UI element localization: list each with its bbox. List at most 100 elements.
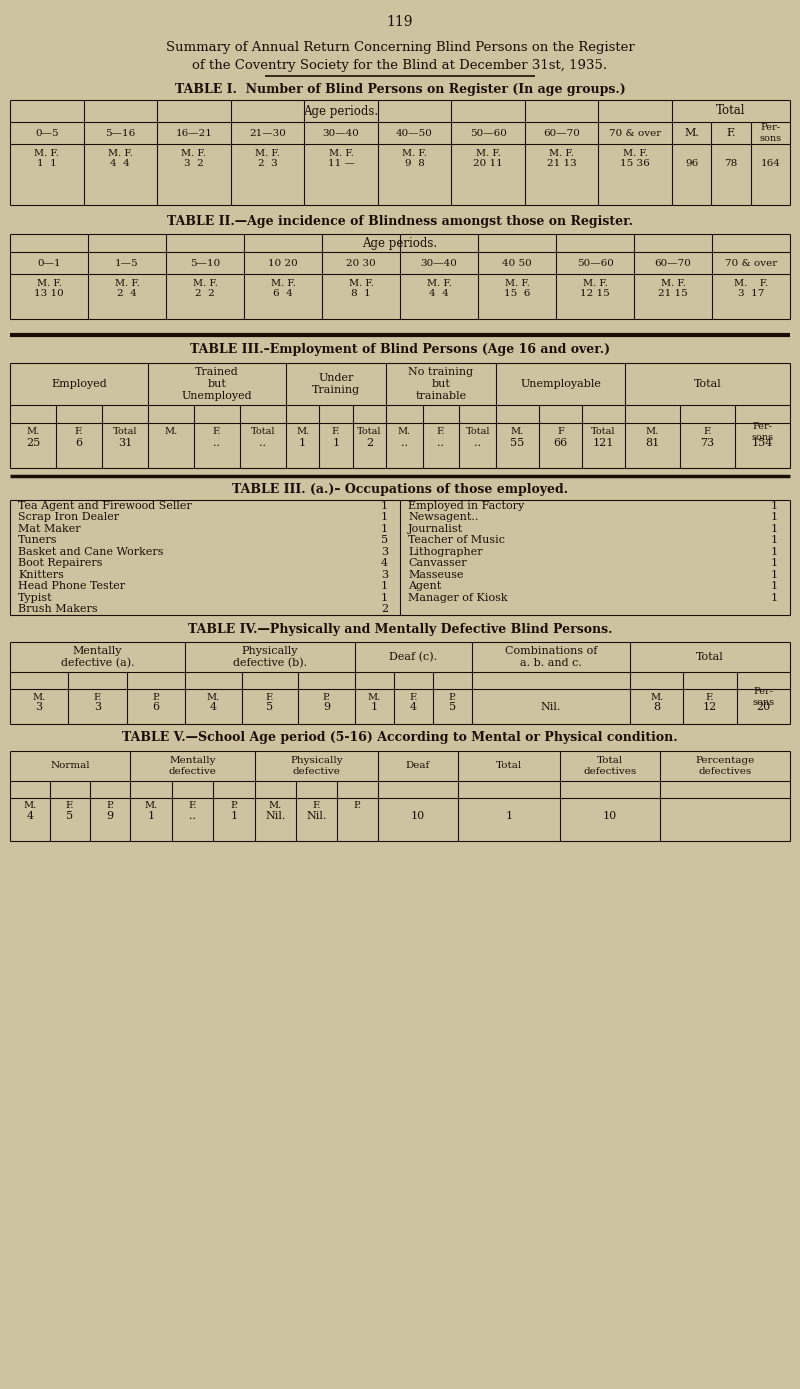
Text: 9  8: 9 8 bbox=[405, 158, 425, 168]
Text: 4: 4 bbox=[210, 701, 217, 713]
Text: M. F.: M. F. bbox=[329, 150, 354, 158]
Text: 50—60: 50—60 bbox=[470, 129, 506, 138]
Text: Masseuse: Masseuse bbox=[408, 569, 463, 579]
Text: 164: 164 bbox=[760, 158, 780, 168]
Text: 31: 31 bbox=[118, 438, 132, 449]
Text: 30—40: 30—40 bbox=[322, 129, 359, 138]
Text: M.    F.: M. F. bbox=[734, 279, 768, 289]
Text: Scrap Iron Dealer: Scrap Iron Dealer bbox=[18, 513, 119, 522]
Text: Teacher of Music: Teacher of Music bbox=[408, 535, 505, 546]
Text: Newsagent..: Newsagent.. bbox=[408, 513, 478, 522]
Text: 60—70: 60—70 bbox=[654, 258, 691, 268]
Text: M. F.: M. F. bbox=[349, 279, 374, 289]
Text: M.: M. bbox=[650, 693, 663, 701]
Text: F.: F. bbox=[703, 428, 712, 436]
Text: Total: Total bbox=[694, 379, 722, 389]
Text: 119: 119 bbox=[386, 15, 414, 29]
Text: M. F.: M. F. bbox=[193, 279, 218, 289]
Text: M. F.: M. F. bbox=[270, 279, 295, 289]
Text: F.: F. bbox=[437, 428, 446, 436]
Text: Lithographer: Lithographer bbox=[408, 547, 482, 557]
Text: Physically
defective: Physically defective bbox=[290, 756, 343, 775]
Text: F.: F. bbox=[66, 801, 74, 811]
Text: F.: F. bbox=[726, 128, 736, 138]
Text: M.: M. bbox=[206, 693, 220, 701]
Text: 78: 78 bbox=[724, 158, 738, 168]
Text: Manager of Kiosk: Manager of Kiosk bbox=[408, 593, 508, 603]
Text: 1: 1 bbox=[147, 811, 154, 821]
Text: 10: 10 bbox=[411, 811, 425, 821]
Text: 6  4: 6 4 bbox=[273, 289, 293, 299]
Text: Total: Total bbox=[716, 104, 746, 118]
Text: Nil.: Nil. bbox=[266, 811, 286, 821]
Text: Normal: Normal bbox=[50, 761, 90, 771]
Text: 1  1: 1 1 bbox=[37, 158, 57, 168]
Text: 3  2: 3 2 bbox=[184, 158, 204, 168]
Text: 1: 1 bbox=[230, 811, 238, 821]
Text: M. F.: M. F. bbox=[622, 150, 648, 158]
Text: 6: 6 bbox=[75, 438, 82, 449]
Text: Total
defectives: Total defectives bbox=[583, 756, 637, 775]
Text: M. F.: M. F. bbox=[661, 279, 686, 289]
Text: Total: Total bbox=[357, 428, 382, 436]
Text: 20 30: 20 30 bbox=[346, 258, 376, 268]
Text: 70 & over: 70 & over bbox=[725, 258, 777, 268]
Text: Brush Makers: Brush Makers bbox=[18, 604, 98, 614]
Text: 55: 55 bbox=[510, 438, 525, 449]
Text: 5: 5 bbox=[66, 811, 74, 821]
Text: 8: 8 bbox=[653, 701, 660, 713]
Text: 1: 1 bbox=[771, 558, 778, 568]
Text: 4: 4 bbox=[26, 811, 34, 821]
Text: F.: F. bbox=[312, 801, 321, 811]
Text: Total: Total bbox=[696, 651, 724, 663]
Text: 121: 121 bbox=[593, 438, 614, 449]
Text: 1: 1 bbox=[771, 501, 778, 511]
Text: Per-
sons: Per- sons bbox=[759, 124, 782, 143]
Text: M. F.: M. F. bbox=[582, 279, 607, 289]
Text: TABLE V.—School Age period (5-16) According to Mental or Physical condition.: TABLE V.—School Age period (5-16) Accord… bbox=[122, 732, 678, 745]
Text: F.: F. bbox=[266, 693, 274, 701]
Text: 21 15: 21 15 bbox=[658, 289, 688, 299]
Text: 20: 20 bbox=[756, 701, 770, 713]
Text: 4: 4 bbox=[410, 701, 417, 713]
Text: P.: P. bbox=[322, 693, 330, 701]
Text: 2  3: 2 3 bbox=[258, 158, 278, 168]
Text: Deaf (c).: Deaf (c). bbox=[390, 651, 438, 663]
Text: 25: 25 bbox=[26, 438, 40, 449]
Text: 10 20: 10 20 bbox=[268, 258, 298, 268]
Text: 1: 1 bbox=[381, 513, 388, 522]
Text: 5: 5 bbox=[266, 701, 274, 713]
Text: Physically
defective (b).: Physically defective (b). bbox=[233, 646, 307, 668]
Text: Summary of Annual Return Concerning Blind Persons on the Register: Summary of Annual Return Concerning Blin… bbox=[166, 42, 634, 54]
Text: ..: .. bbox=[401, 438, 408, 449]
Text: 154: 154 bbox=[752, 438, 773, 449]
Text: M. F.: M. F. bbox=[108, 150, 133, 158]
Text: 50—60: 50—60 bbox=[577, 258, 614, 268]
Text: ..: .. bbox=[474, 438, 481, 449]
Text: Agent: Agent bbox=[408, 581, 442, 592]
Text: Tea Agent and Firewood Seller: Tea Agent and Firewood Seller bbox=[18, 501, 192, 511]
Text: M. F.: M. F. bbox=[34, 150, 59, 158]
Text: 5—16: 5—16 bbox=[106, 129, 135, 138]
Text: Nil.: Nil. bbox=[541, 701, 561, 713]
Text: M.: M. bbox=[33, 693, 46, 701]
Text: 1: 1 bbox=[771, 524, 778, 533]
Text: Total: Total bbox=[466, 428, 490, 436]
Text: M. F.: M. F. bbox=[37, 279, 62, 289]
Text: 1—5: 1—5 bbox=[115, 258, 139, 268]
Text: Journalist: Journalist bbox=[408, 524, 463, 533]
Text: Mentally
defective: Mentally defective bbox=[169, 756, 217, 775]
Text: 13 10: 13 10 bbox=[34, 289, 64, 299]
Text: 2: 2 bbox=[381, 604, 388, 614]
Text: 5—10: 5—10 bbox=[190, 258, 220, 268]
Text: P.: P. bbox=[230, 801, 238, 811]
Text: 15  6: 15 6 bbox=[504, 289, 530, 299]
Text: Total: Total bbox=[250, 428, 275, 436]
Text: M. F.: M. F. bbox=[114, 279, 139, 289]
Text: M. F.: M. F. bbox=[426, 279, 451, 289]
Text: F: F bbox=[557, 428, 564, 436]
Text: 5: 5 bbox=[381, 535, 388, 546]
Text: 2  4: 2 4 bbox=[117, 289, 137, 299]
Text: M. F.: M. F. bbox=[182, 150, 206, 158]
Text: 3: 3 bbox=[94, 701, 101, 713]
